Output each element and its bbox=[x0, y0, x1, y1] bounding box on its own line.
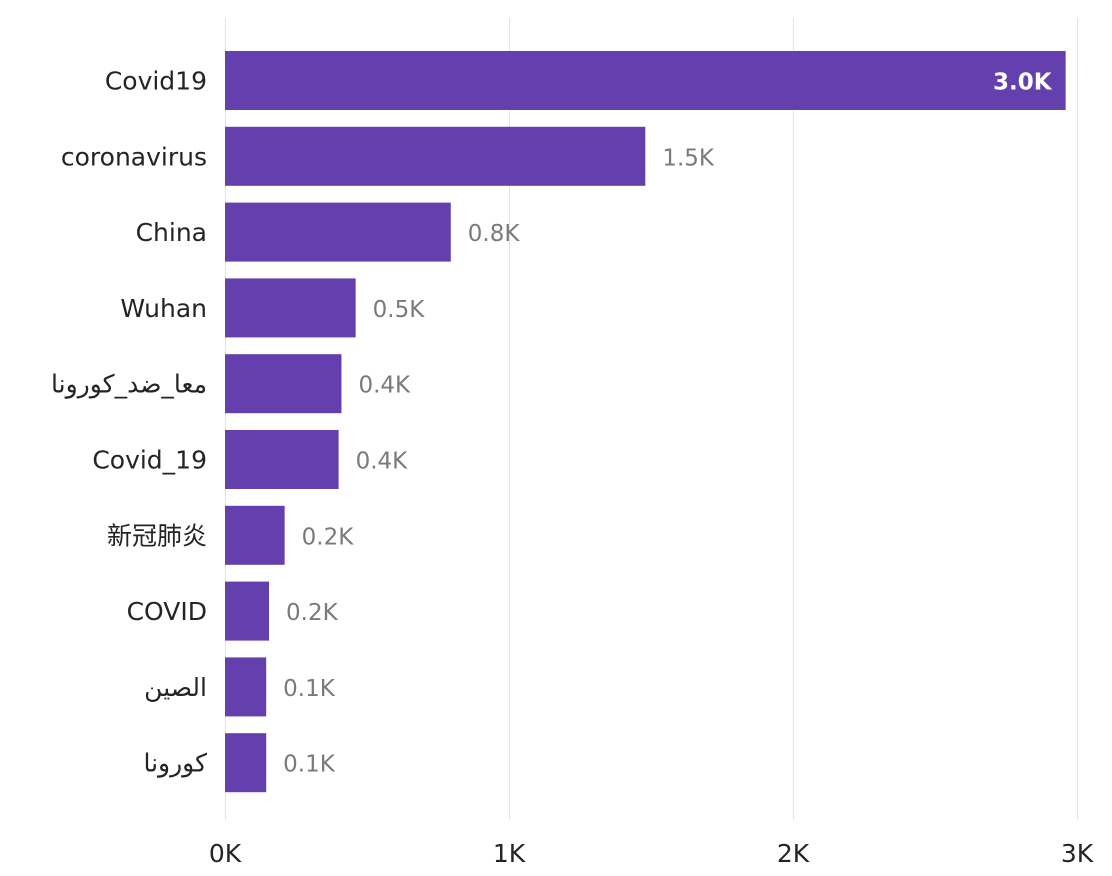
x-tick-label: 0K bbox=[209, 839, 242, 868]
data-label: 1.5K bbox=[662, 145, 715, 171]
bar[interactable] bbox=[225, 354, 342, 414]
category-label: coronavirus bbox=[61, 142, 207, 171]
x-tick-label: 3K bbox=[1061, 839, 1094, 868]
category-label: معا_ضد_كورونا bbox=[51, 370, 207, 400]
data-label: 0.1K bbox=[283, 676, 336, 702]
data-label: 3.0K bbox=[993, 70, 1053, 96]
category-label: Wuhan bbox=[120, 294, 207, 323]
category-labels: Covid19 coronavirus China Wuhan معا_ضد_كورون… bbox=[51, 67, 207, 779]
bar[interactable] bbox=[225, 581, 270, 641]
x-tick-label: 1K bbox=[493, 839, 526, 868]
bar[interactable] bbox=[225, 505, 285, 565]
data-label: 0.4K bbox=[358, 373, 411, 399]
category-label: China bbox=[136, 218, 207, 247]
category-label: Covid19 bbox=[105, 67, 207, 96]
bar[interactable] bbox=[225, 430, 339, 489]
data-label: 0.8K bbox=[468, 221, 521, 247]
data-label: 0.2K bbox=[302, 524, 355, 550]
category-label: كورونا bbox=[143, 749, 207, 779]
bar[interactable] bbox=[225, 202, 451, 262]
bar[interactable] bbox=[225, 733, 267, 793]
data-labels: 3.0K 1.5K 0.8K 0.5K 0.4K 0.4K 0.2K 0.2K 0.1K 0.1K bbox=[283, 70, 1053, 778]
bar[interactable] bbox=[225, 278, 356, 338]
bar[interactable] bbox=[225, 126, 646, 186]
x-tick-label: 2K bbox=[777, 839, 810, 868]
bars bbox=[225, 51, 1066, 793]
category-label: COVID bbox=[127, 597, 207, 626]
category-label: الصين bbox=[144, 673, 207, 702]
data-label: 0.4K bbox=[356, 449, 409, 475]
data-label: 0.5K bbox=[373, 297, 426, 323]
data-label: 0.2K bbox=[286, 600, 339, 626]
bar[interactable] bbox=[225, 657, 267, 717]
category-label: Covid_19 bbox=[92, 446, 207, 475]
category-label: 新冠肺炎 bbox=[107, 521, 207, 550]
x-axis-tick-labels: 0K 1K 2K 3K bbox=[209, 839, 1094, 868]
data-label: 0.1K bbox=[283, 752, 336, 778]
bar[interactable] bbox=[225, 51, 1066, 110]
